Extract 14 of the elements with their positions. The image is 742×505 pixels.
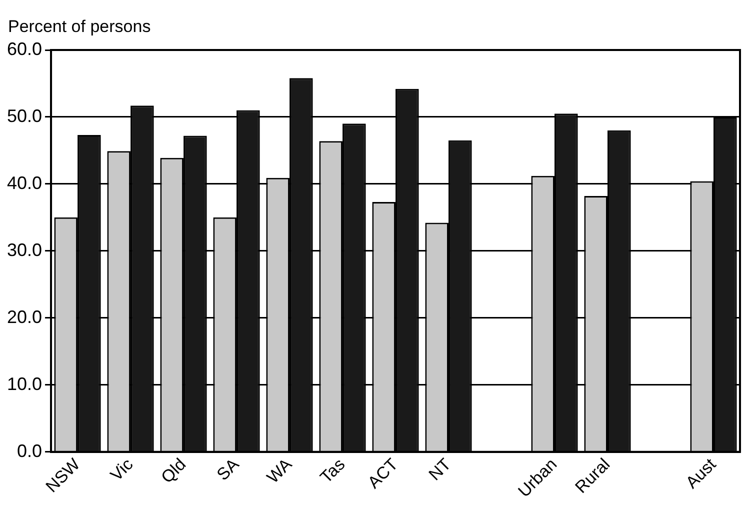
y-tick-label: 0.0 xyxy=(17,440,42,461)
y-tick-label: 20.0 xyxy=(6,306,42,327)
y-tick-label: 50.0 xyxy=(6,106,42,126)
y-axis-title: Percent of persons xyxy=(8,17,151,36)
x-tick-label: Vic xyxy=(106,454,138,485)
x-tick-label: Tas xyxy=(316,454,349,487)
x-tick-label: SA xyxy=(213,454,244,484)
y-tick-label: 60.0 xyxy=(6,38,42,59)
y-tick-label: 30.0 xyxy=(6,240,42,260)
y-tick-label: 10.0 xyxy=(6,374,42,394)
y-tick-label: 40.0 xyxy=(6,172,42,193)
x-tick-label: NT xyxy=(425,454,455,484)
x-tick-label: Qld xyxy=(158,454,190,487)
x-tick-label: WA xyxy=(263,454,296,488)
